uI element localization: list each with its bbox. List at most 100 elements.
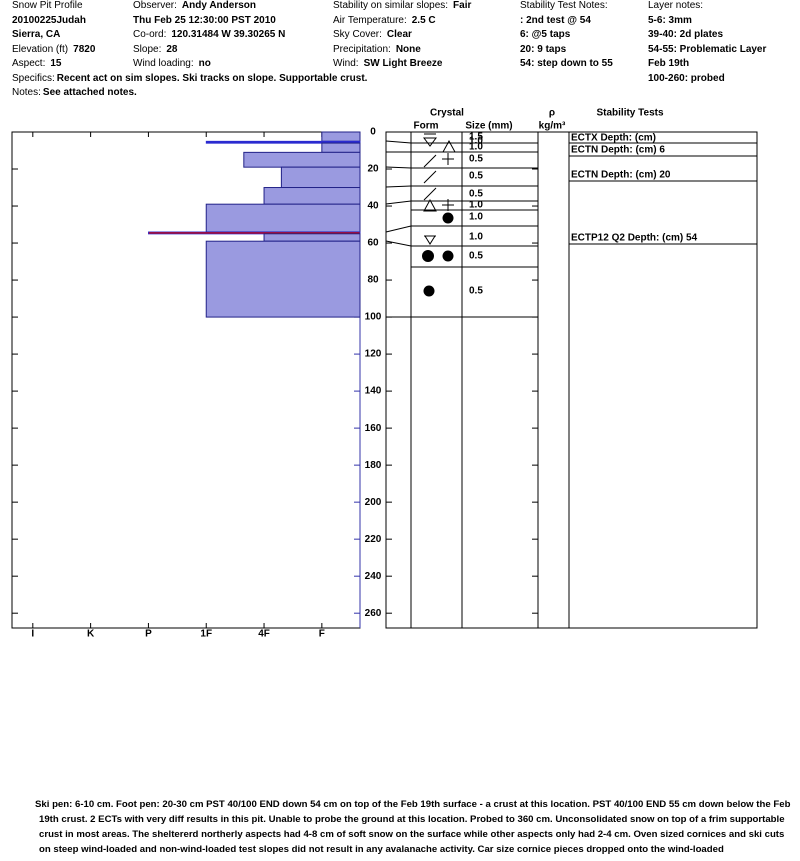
header-field: Slope: 28 — [133, 44, 177, 56]
header-field: 54: step down to 55 — [520, 58, 613, 70]
y-tick-label: 60 — [367, 238, 379, 249]
header-notes: Notes: See attached notes. — [12, 87, 137, 99]
rounded-grain-symbols — [422, 212, 454, 297]
header-field: 100-260: probed — [648, 73, 725, 85]
field-value: 20: 9 taps — [520, 43, 567, 55]
stability-test: ECTP12 Q2 Depth: (cm) 54 — [571, 233, 698, 244]
field-value: None — [395, 43, 421, 55]
field-label: Elevation (ft) — [12, 43, 69, 55]
stability-test: ECTX Depth: (cm) — [571, 133, 656, 144]
header-specifics: Specifics: Recent act on sim slopes. Ski … — [12, 73, 367, 85]
header-field: Observer: Andy Anderson — [133, 0, 256, 12]
header-field: Precipitation: None — [333, 44, 421, 56]
field-label: Wind loading: — [133, 58, 194, 69]
field-value: 54: step down to 55 — [520, 58, 613, 69]
x-tick-label: 1F — [200, 629, 212, 640]
field-label: Wind: — [333, 58, 359, 69]
grain-size: 1.0 — [469, 142, 483, 153]
field-value: 100-260: probed — [648, 72, 725, 84]
header-field: 20100225Judah — [12, 15, 86, 27]
field-label: Snow Pit Profile — [12, 0, 83, 11]
field-value: Fair — [453, 0, 472, 11]
stability-test: ECTN Depth: (cm) 6 — [571, 145, 665, 156]
field-value: 7820 — [73, 43, 96, 55]
header-field: Stability on similar slopes: Fair — [333, 0, 471, 12]
y-tick-label: 120 — [365, 349, 382, 360]
x-tick-label: P — [145, 629, 152, 640]
x-tick-label: 4F — [258, 629, 270, 640]
field-label: Co-ord: — [133, 29, 167, 40]
header-field: Air Temperature: 2.5 C — [333, 15, 436, 27]
field-value: Andy Anderson — [181, 0, 256, 11]
hardness-bar — [148, 231, 361, 235]
header-field: 54-55: Problematic Layer — [648, 44, 766, 56]
grain-size: 1.0 — [469, 200, 483, 211]
field-label: Aspect: — [12, 58, 46, 69]
grain-size: 1.5 — [469, 132, 483, 143]
grain-size: 0.5 — [469, 251, 483, 262]
hardness-bar — [205, 140, 361, 144]
field-value: 2.5 C — [411, 14, 436, 26]
field-value: Thu Feb 25 12:30:00 PST 2010 — [133, 14, 276, 26]
header-field: 39-40: 2d plates — [648, 29, 723, 41]
density-header: ρ — [549, 108, 555, 119]
field-label: Observer: — [133, 0, 177, 11]
hardness-bar — [243, 151, 361, 168]
field-label: Stability on similar slopes: — [333, 0, 449, 11]
grain-size: 1.0 — [469, 232, 483, 243]
hardness-bar — [280, 166, 361, 189]
grain-size: 0.5 — [469, 286, 483, 297]
hardness-bar — [205, 203, 361, 233]
snow-profile: Crystal Form Size (mm) ρ kg/m³ Stability… — [11, 108, 758, 640]
field-value: SW Light Breeze — [363, 58, 443, 69]
header-field: : 2nd test @ 54 — [520, 15, 591, 27]
field-label: Precipitation: — [333, 43, 391, 55]
grain-size: 0.5 — [469, 154, 483, 165]
header-field: Elevation (ft) 7820 — [12, 44, 95, 56]
field-value: See attached notes. — [42, 87, 137, 98]
y-tick-label: 140 — [365, 386, 382, 397]
grain-size: 0.5 — [469, 189, 483, 200]
y-tick-label: 100 — [365, 312, 382, 323]
tests-header: Stability Tests — [596, 108, 663, 119]
header-field: Layer notes: — [648, 0, 703, 12]
y-tick-label: 240 — [365, 571, 382, 582]
field-label: Layer notes: — [648, 0, 704, 11]
field-value: 54-55: Problematic Layer — [648, 43, 767, 55]
header-field: Stability Test Notes: — [520, 0, 608, 12]
grain-size: 1.0 — [469, 212, 483, 223]
y-tick-label: 180 — [365, 460, 382, 471]
y-tick-label: 260 — [365, 608, 382, 619]
header-field: Aspect: 15 — [12, 58, 61, 70]
y-tick-label: 220 — [365, 534, 382, 545]
y-tick-label: 200 — [365, 497, 382, 508]
field-label: Air Temperature: — [333, 14, 407, 26]
field-label: Stability Test Notes: — [520, 0, 608, 11]
header-field: Wind loading: no — [133, 58, 211, 70]
footer-notes: Ski pen: 6-10 cm. Foot pen: 20-30 cm PST… — [35, 799, 791, 855]
field-label: Specifics: — [12, 72, 55, 84]
field-label: Slope: — [133, 43, 162, 55]
header-field: Wind: SW Light Breeze — [333, 58, 442, 70]
field-value: 6: @5 taps — [520, 29, 571, 40]
grain-size: 1.0 — [469, 136, 483, 147]
header-field: Thu Feb 25 12:30:00 PST 2010 — [133, 15, 276, 27]
header-field: 6: @5 taps — [520, 29, 570, 41]
field-label: Sky Cover: — [333, 29, 382, 40]
crystal-header: Crystal — [430, 108, 464, 119]
crystal-table-frame — [385, 131, 758, 629]
hardness-bar — [263, 233, 361, 242]
y-tick-label: 160 — [365, 423, 382, 434]
field-value: 39-40: 2d plates — [648, 29, 724, 40]
field-value: Sierra, CA — [12, 29, 61, 40]
field-value: 5-6: 3mm — [648, 14, 692, 26]
hardness-bar — [205, 240, 361, 318]
x-tick-label: K — [87, 629, 95, 640]
header-field: Sierra, CA — [12, 29, 60, 41]
field-value: 15 — [50, 58, 62, 69]
crystal-symbols — [423, 133, 456, 245]
field-value: no — [198, 58, 211, 69]
y-tick-label: 20 — [367, 164, 379, 175]
field-value: Recent act on sim slopes. Ski tracks on … — [56, 72, 368, 84]
